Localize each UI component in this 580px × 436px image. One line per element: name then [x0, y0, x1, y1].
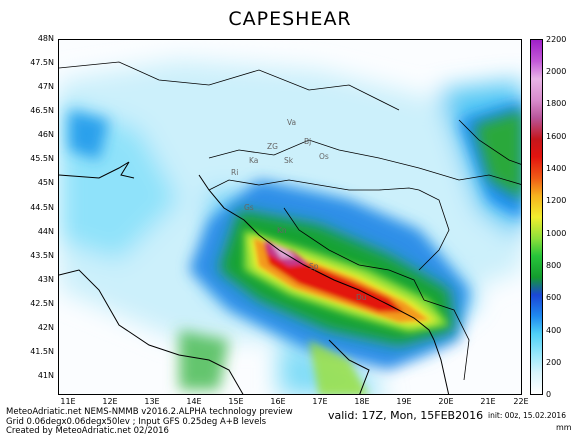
colorbar-tick: 2200 — [546, 35, 567, 44]
colorbar-tick: 1400 — [546, 164, 567, 173]
chart-title: CAPESHEAR — [228, 8, 352, 30]
init-time: init: 00z, 15.02.2016 — [488, 411, 566, 420]
colorbar-tick: 200 — [546, 358, 562, 367]
lon-tick: 18E — [354, 397, 370, 406]
city-label-du: Du — [356, 293, 367, 302]
country-borders — [59, 61, 521, 381]
colorbar-tick: 800 — [546, 261, 562, 270]
lon-tick: 19E — [396, 397, 412, 406]
lat-tick: 46N — [37, 130, 54, 139]
lat-tick: 42.5N — [30, 299, 54, 308]
lat-tick: 46.5N — [30, 106, 54, 115]
city-label-sp: Sp — [309, 262, 319, 271]
valid-time: valid: 17Z, Mon, 15FEB2016 — [328, 409, 484, 422]
lat-tick: 43.5N — [30, 251, 54, 260]
city-label-gs: Gs — [244, 203, 254, 212]
colorbar-unit: mm — [556, 423, 572, 432]
colorbar-tick: 400 — [546, 326, 562, 335]
city-label-kn: Kn — [277, 226, 287, 235]
weather-map: Va Bj ZG Ka Sk Os Ri Gs Kn Sp Du — [58, 39, 522, 395]
footer-credit-line: Created by MeteoAdriatic.net 02/2016 — [6, 426, 169, 436]
lon-tick: 13E — [144, 397, 160, 406]
map-canvas — [59, 40, 521, 394]
colorbar-tick: 1600 — [546, 132, 567, 141]
colorbar — [530, 39, 543, 395]
coastlines — [59, 161, 450, 394]
city-label-va: Va — [287, 118, 297, 127]
city-label-ri: Ri — [231, 168, 239, 177]
colorbar-tick: 1800 — [546, 99, 567, 108]
lon-tick: 20E — [438, 397, 454, 406]
lat-tick: 47.5N — [30, 58, 54, 67]
lon-tick: 22E — [513, 397, 529, 406]
lon-tick: 14E — [186, 397, 202, 406]
footer-grid-line: Grid 0.06degx0.06degx50lev ; Input GFS 0… — [6, 417, 267, 427]
footer-model-line: MeteoAdriatic.net NEMS-NMMB v2016.2.ALPH… — [6, 407, 293, 417]
city-label-zg: ZG — [267, 142, 278, 151]
lon-tick: 15E — [228, 397, 244, 406]
lat-tick: 41N — [37, 371, 54, 380]
lat-tick: 44.5N — [30, 203, 54, 212]
colorbar-tick: 1000 — [546, 229, 567, 238]
lat-tick: 41.5N — [30, 347, 54, 356]
colorbar-tick: 0 — [546, 390, 552, 399]
city-label-sk: Sk — [284, 156, 294, 165]
city-label-ka: Ka — [249, 156, 259, 165]
lat-tick: 42N — [37, 323, 54, 332]
lat-tick: 43N — [37, 275, 54, 284]
lat-tick: 45N — [37, 178, 54, 187]
lat-tick: 44N — [37, 227, 54, 236]
lat-tick: 47N — [37, 82, 54, 91]
lon-tick: 21E — [480, 397, 496, 406]
colorbar-tick: 2000 — [546, 67, 567, 76]
lon-tick: 16E — [270, 397, 286, 406]
lat-tick: 48N — [37, 34, 54, 43]
colorbar-tick: 600 — [546, 293, 562, 302]
city-label-bj: Bj — [304, 137, 312, 146]
lat-tick: 45.5N — [30, 154, 54, 163]
city-label-os: Os — [319, 152, 329, 161]
field-layer — [59, 40, 521, 394]
lon-tick: 11E — [60, 397, 76, 406]
lon-tick: 17E — [312, 397, 328, 406]
lon-tick: 12E — [102, 397, 118, 406]
colorbar-tick: 1200 — [546, 196, 567, 205]
